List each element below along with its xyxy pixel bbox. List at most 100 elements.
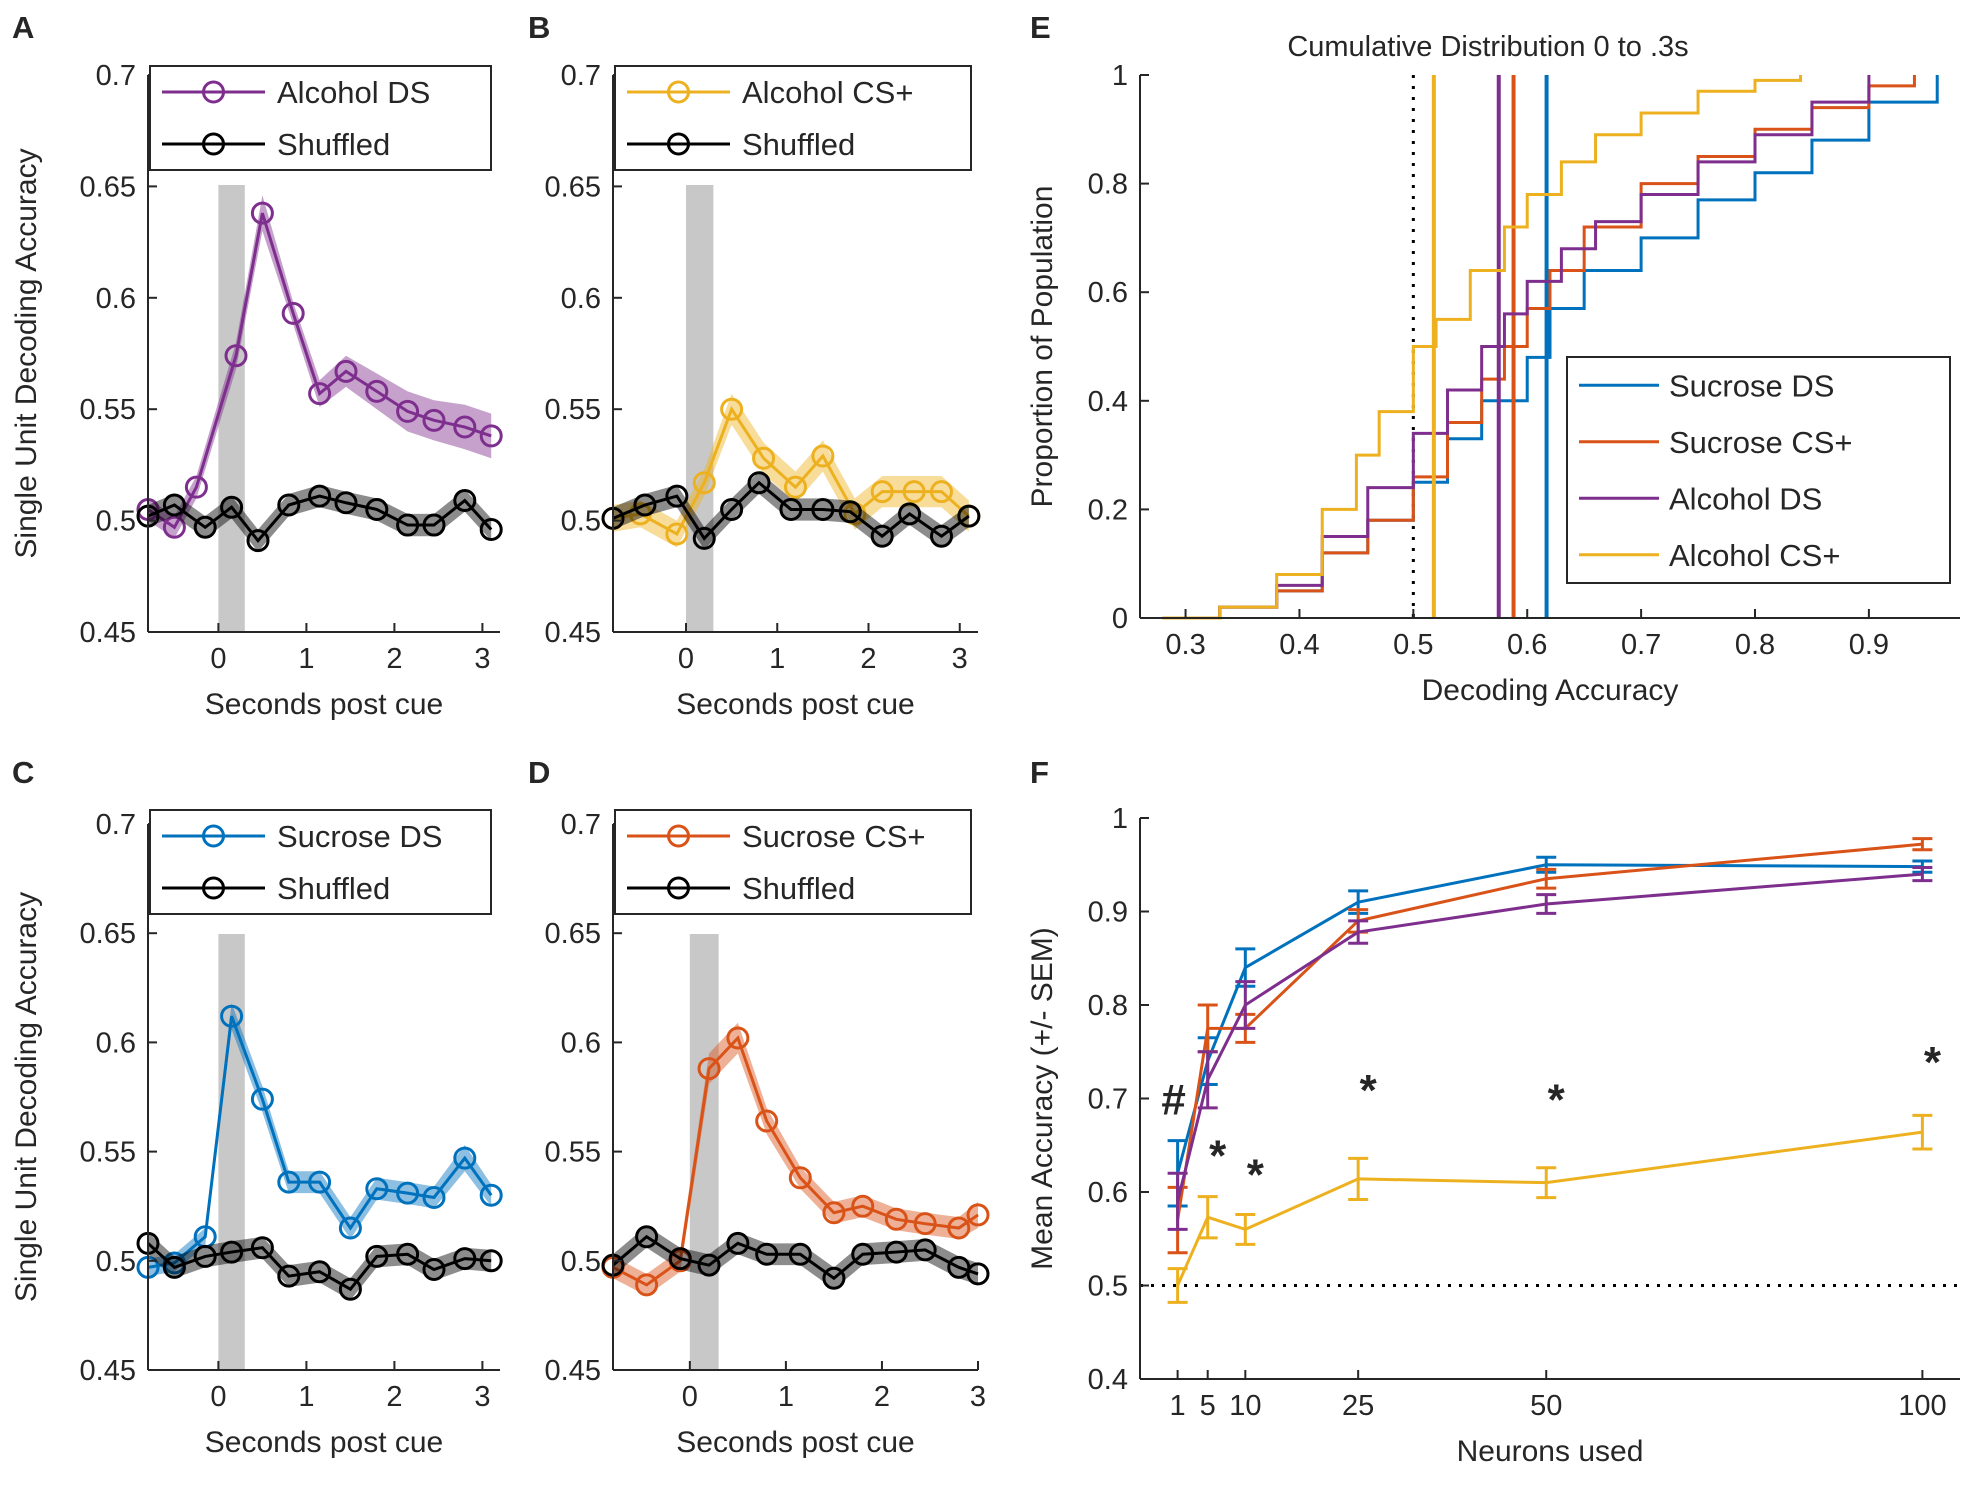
series-line [147,1015,493,1269]
significance-marker: # [1161,1076,1185,1125]
y-tick-label: 0.8 [1088,169,1128,201]
panel-e: E 0 0.2 0.4 0.6 0.8 1 0.3 0.4 0.5 0.6 0.7 0.8 0.9 Deco… [1026,10,1960,707]
x-axis-label: Seconds post cue [676,688,915,721]
panel-b: B 0.45 0.5 0.55 0.6 0.65 0.7 0 1 2 3 Seconds post c… [528,10,981,721]
significance-marker: * [1247,1150,1265,1199]
x-axis-label: Seconds post cue [205,688,444,721]
data-point [162,493,186,517]
significance-marker: * [1360,1066,1378,1115]
significance-marker: * [1548,1076,1566,1125]
data-point [822,1266,846,1290]
data-point [784,475,807,499]
data-point [635,1225,659,1249]
x-tick-label: 0.4 [1279,629,1319,661]
data-point [250,1236,274,1260]
panel-d: D 0.45 0.5 0.55 0.6 0.65 0.7 0 1 2 3 Seconds post c… [528,755,990,1459]
legend-swatch-marker [202,80,225,104]
significance-marker: * [1209,1132,1227,1181]
x-axis-label: Seconds post cue [676,1426,915,1459]
x-tick-label: 0 [210,643,226,675]
data-point [884,1240,908,1264]
x-tick-label: 25 [1342,1390,1374,1422]
y-tick-label: 0.55 [545,394,601,426]
legend: Alcohol CS+ Shuffled [614,65,972,171]
data-point [633,493,657,517]
legend: Sucrose DS Sucrose CS+ Alcohol DS Alcohol C… [1566,356,1951,584]
legend-label: Sucrose CS+ [742,819,926,854]
legend-swatch-marker [667,876,690,900]
y-tick-label: 0.5 [1088,1271,1128,1303]
y-tick-label: 0.65 [80,918,136,950]
y-tick-label: 0.9 [1088,897,1128,929]
y-tick-label: 0.55 [80,394,136,426]
data-point [308,1170,332,1194]
series-line [147,212,492,530]
data-point [851,1194,875,1218]
data-point [277,493,301,517]
legend-swatch-marker [667,80,690,104]
x-tick-label: 2 [874,1381,890,1413]
legend-label: Shuffled [277,871,390,906]
x-tick-label: 0.8 [1735,629,1775,661]
data-point [334,359,358,383]
x-tick-label: 0.9 [1849,629,1889,661]
data-point [913,1212,937,1236]
data-point [788,1166,812,1190]
data-point [947,1216,971,1240]
data-point [220,1240,244,1264]
data-point [697,1057,721,1081]
data-point [338,1277,362,1301]
series-line [1176,863,1923,1174]
series-line [612,1035,979,1287]
y-tick-label: 0.45 [545,617,601,649]
y-tick-label: 0.45 [80,1355,136,1387]
x-tick-label: 1 [769,643,785,675]
legend-label: Shuffled [277,127,390,162]
legend-label: Alcohol CS+ [1669,538,1840,573]
data-point [453,415,477,439]
y-tick-label: 0.6 [96,283,136,315]
data-point [479,424,503,448]
data-point [422,1185,446,1209]
y-tick-label: 0.7 [96,60,136,92]
data-point [365,497,389,521]
y-tick-label: 0.55 [545,1137,601,1169]
data-point [668,1247,692,1271]
series-line [612,405,970,537]
data-point [720,497,744,521]
legend-label: Shuffled [742,871,855,906]
response-window-shade [218,185,245,632]
y-axis-label: Single Unit Decoding Accuracy [10,892,43,1302]
data-point [281,301,305,325]
data-point [902,480,926,504]
data-point [665,484,689,508]
legend-swatch-marker [202,824,225,848]
x-tick-label: 3 [970,1381,986,1413]
data-point [838,500,862,524]
panel-label: A [12,10,34,45]
y-tick-label: 1 [1112,60,1128,92]
legend-label: Sucrose DS [1669,368,1834,403]
data-point [788,1242,812,1266]
series-line [1176,872,1923,1202]
data-point [726,1026,750,1050]
x-tick-label: 1 [298,643,314,675]
y-tick-label: 0.5 [561,506,601,538]
data-point [277,1264,301,1288]
data-point [884,1207,908,1231]
data-point [898,502,922,526]
y-tick-label: 0.55 [80,1137,136,1169]
data-point [635,1273,659,1297]
legend: Sucrose DS Shuffled [149,809,492,915]
series-line [1176,842,1923,1221]
data-point [747,471,771,495]
data-point [193,1244,217,1268]
y-tick-label: 0.6 [561,283,601,315]
data-point [277,1170,301,1194]
y-tick-label: 1 [1112,803,1128,835]
x-tick-label: 0.5 [1393,629,1433,661]
data-point [184,475,208,499]
data-point [365,1177,389,1201]
series-line [612,480,970,541]
legend-label: Alcohol DS [1669,481,1822,516]
